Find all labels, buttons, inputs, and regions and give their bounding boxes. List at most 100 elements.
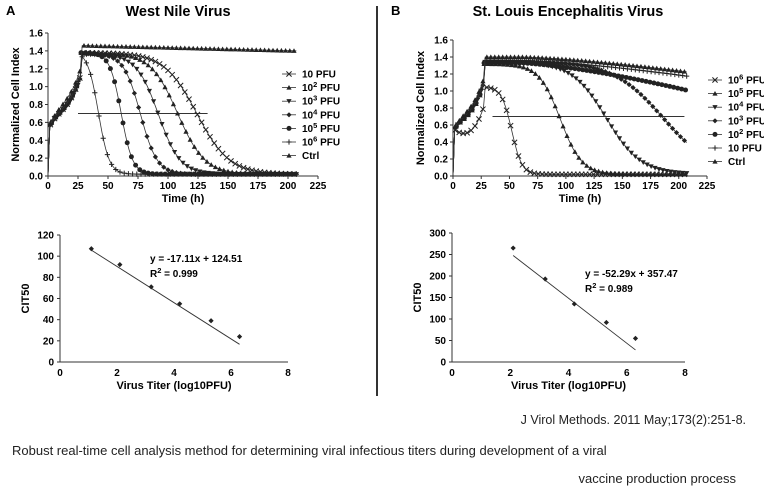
- data-point: [636, 157, 642, 163]
- data-point: [211, 46, 217, 51]
- data-point: [672, 71, 678, 78]
- data-point: [598, 67, 605, 73]
- series-diamond: [47, 51, 297, 177]
- data-point: [511, 139, 518, 146]
- data-point: [539, 55, 545, 60]
- data-point: [586, 64, 593, 70]
- data-point: [198, 119, 205, 126]
- data-point: [191, 144, 197, 149]
- data-point: [479, 106, 486, 113]
- data-point: [614, 61, 620, 67]
- series-triangle: [452, 54, 688, 177]
- data-point: [626, 62, 632, 68]
- data-point: [559, 56, 565, 62]
- data-point: [232, 160, 239, 167]
- data-point: [257, 47, 263, 53]
- data-point: [215, 46, 221, 52]
- data-point: [492, 54, 498, 60]
- data-point: [666, 121, 672, 127]
- data-point: [91, 51, 97, 57]
- data-point: [125, 59, 131, 65]
- x-axis-label: Virus Titer (log10PFU): [116, 380, 231, 392]
- x-tick-label: 150: [614, 181, 631, 192]
- data-point: [673, 130, 680, 136]
- data-point: [658, 66, 664, 71]
- data-point: [186, 45, 192, 51]
- data-point: [607, 170, 614, 176]
- data-point: [194, 111, 201, 118]
- data-point: [668, 71, 674, 77]
- x-tick-label: 150: [220, 181, 237, 192]
- data-point: [542, 276, 548, 282]
- data-point: [611, 72, 617, 78]
- caption-line-1: Robust real-time cell analysis method fo…: [12, 443, 607, 458]
- data-point: [677, 134, 684, 140]
- data-point: [139, 53, 146, 60]
- data-point: [190, 45, 196, 51]
- data-point: [584, 163, 590, 168]
- y-tick-label: 120: [37, 231, 54, 242]
- data-point: [120, 52, 126, 57]
- data-point: [464, 108, 470, 114]
- data-point: [584, 67, 590, 73]
- data-point: [579, 58, 585, 63]
- data-point: [683, 87, 689, 93]
- data-point: [144, 55, 150, 62]
- data-point: [647, 171, 653, 177]
- data-point: [646, 99, 652, 105]
- legend-entry: 102 PFU: [302, 80, 340, 94]
- data-point: [648, 164, 654, 170]
- data-point: [611, 170, 618, 176]
- data-point: [47, 121, 53, 127]
- data-point: [291, 48, 297, 53]
- data-point: [488, 54, 494, 60]
- data-point: [484, 54, 490, 60]
- data-point: [152, 44, 158, 50]
- data-point: [628, 150, 634, 156]
- data-point: [660, 168, 666, 173]
- data-point: [232, 46, 238, 52]
- data-point: [658, 112, 664, 118]
- data-point: [632, 154, 638, 160]
- legend-marker: [286, 99, 292, 104]
- data-point: [503, 107, 510, 114]
- y-tick-label: 50: [435, 336, 447, 347]
- data-point: [158, 77, 164, 83]
- data-point: [684, 171, 690, 176]
- data-point: [555, 56, 561, 61]
- data-point: [669, 67, 676, 73]
- data-point: [571, 57, 577, 63]
- series-line: [47, 52, 297, 177]
- panel-b: B St. Louis Encephalitis Virus: [391, 3, 663, 20]
- data-point: [152, 58, 159, 65]
- data-point: [572, 66, 578, 72]
- data-point: [117, 169, 123, 175]
- data-point: [184, 164, 190, 169]
- data-point: [606, 60, 612, 66]
- data-point: [592, 167, 598, 173]
- data-point: [630, 63, 636, 68]
- data-point: [622, 62, 628, 67]
- data-point: [605, 117, 611, 123]
- data-point: [123, 44, 129, 49]
- data-point: [175, 110, 181, 116]
- data-point: [583, 63, 589, 69]
- data-point: [543, 55, 549, 61]
- legend-entry: 105 PFU: [302, 121, 340, 135]
- x-tick-label: 175: [642, 181, 659, 192]
- data-point: [588, 68, 594, 74]
- data-point: [240, 164, 247, 171]
- data-point: [563, 56, 569, 62]
- data-point: [85, 43, 91, 48]
- data-point: [274, 47, 280, 53]
- data-point: [476, 116, 482, 122]
- data-point: [472, 97, 478, 103]
- data-point: [188, 166, 194, 172]
- legend-marker: [712, 145, 718, 151]
- data-point: [244, 166, 251, 173]
- data-point: [162, 84, 168, 90]
- legend-marker: [712, 77, 718, 83]
- data-point: [520, 64, 527, 70]
- data-point: [106, 43, 112, 49]
